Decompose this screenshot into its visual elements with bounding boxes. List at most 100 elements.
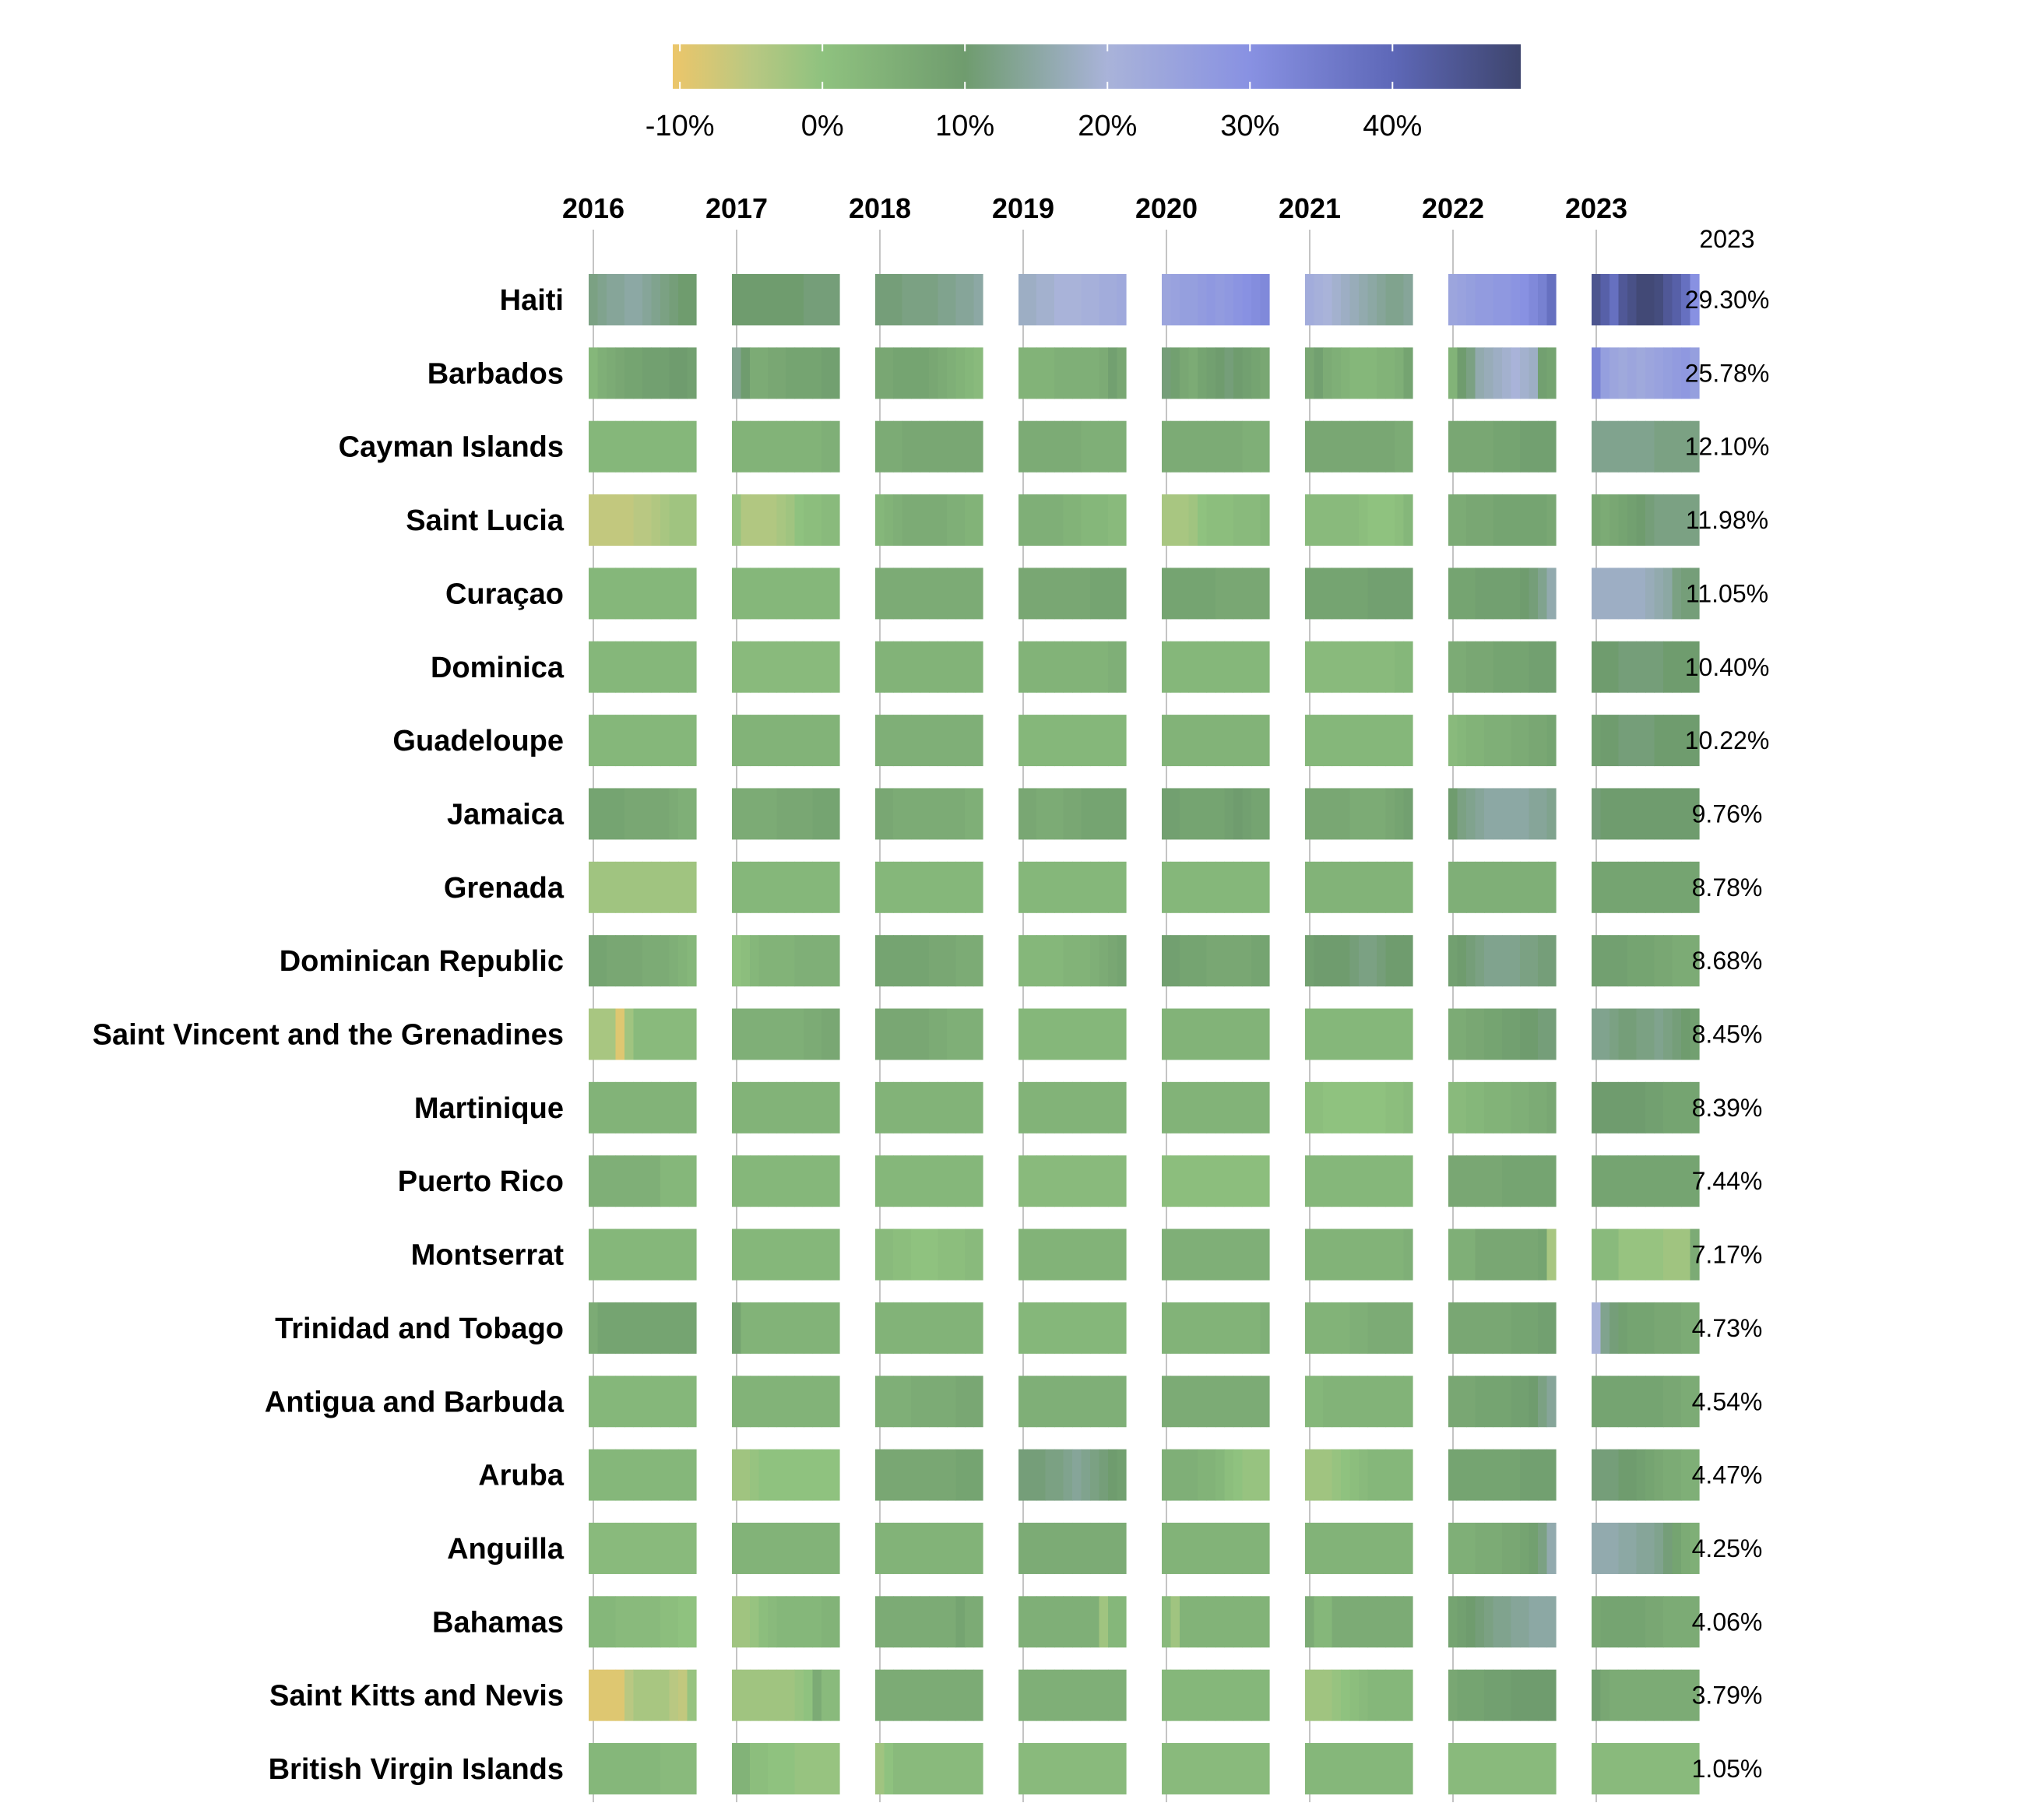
heatmap-cell: [938, 1596, 948, 1648]
heatmap-cell: [1377, 641, 1387, 693]
heatmap-cell: [660, 568, 670, 620]
heatmap-cell: [633, 1522, 643, 1574]
heatmap-cell: [1359, 935, 1369, 987]
heatmap-cell: [1027, 347, 1037, 399]
heatmap-cell: [1081, 1522, 1091, 1574]
heatmap-cell: [1385, 568, 1395, 620]
heatmap-cell: [1627, 494, 1638, 547]
heatmap-cell: [875, 641, 885, 693]
heatmap-cell: [1690, 1081, 1700, 1133]
heatmap-cell: [1188, 641, 1198, 693]
heatmap-cell: [1108, 1302, 1118, 1354]
heatmap-cell: [1654, 1669, 1664, 1721]
heatmap-cell: [1341, 715, 1351, 767]
heatmap-cell: [1188, 1155, 1198, 1207]
heatmap-cell: [786, 641, 796, 693]
heatmap-cell: [1063, 420, 1073, 473]
heatmap-cell: [1323, 715, 1333, 767]
heatmap-cell: [1627, 935, 1638, 987]
heatmap-cell: [624, 1596, 635, 1648]
heatmap-cell: [687, 1228, 697, 1281]
heatmap-cell: [1385, 1449, 1395, 1501]
heatmap-cell: [1072, 1081, 1082, 1133]
value-label: 7.44%: [1692, 1167, 1763, 1195]
heatmap-cell: [1305, 641, 1315, 693]
heatmap-cell: [1063, 715, 1073, 767]
heatmap-cell: [1063, 1081, 1073, 1133]
heatmap-cell: [1511, 1596, 1521, 1648]
heatmap-cell: [651, 1302, 661, 1354]
heatmap-cell: [929, 788, 939, 840]
heatmap-cell: [1448, 715, 1458, 767]
heatmap-cell: [1681, 347, 1691, 399]
heatmap-cell: [1063, 494, 1073, 547]
heatmap-cell: [1349, 1743, 1360, 1794]
heatmap-cell: [1341, 935, 1351, 987]
heatmap-cell: [920, 274, 930, 325]
value-label: 29.30%: [1685, 286, 1770, 314]
heatmap-cell: [776, 1008, 786, 1060]
heatmap-cell: [1618, 1228, 1628, 1281]
heatmap-cell: [1251, 1376, 1261, 1428]
heatmap-cell: [893, 1228, 903, 1281]
heatmap-cell: [1099, 861, 1109, 913]
heatmap-cell: [794, 1155, 804, 1207]
heatmap-cell: [1018, 1743, 1029, 1794]
heatmap-cell: [1645, 788, 1655, 840]
heatmap-cell: [1349, 274, 1360, 325]
heatmap-cell: [1529, 861, 1539, 913]
heatmap-cell: [947, 1302, 957, 1354]
heatmap-cell: [893, 1008, 903, 1060]
heatmap-cell: [1323, 1522, 1333, 1574]
heatmap-cell: [678, 788, 688, 840]
heatmap-cell: [1233, 935, 1244, 987]
heatmap-cell: [1117, 1008, 1127, 1060]
heatmap-cell: [830, 641, 840, 693]
heatmap-cell: [1045, 1376, 1055, 1428]
heatmap-cell: [1314, 568, 1324, 620]
heatmap-cell: [1520, 1155, 1530, 1207]
heatmap-cell: [607, 347, 617, 399]
heatmap-cell: [687, 861, 697, 913]
heatmap-cell: [1054, 1596, 1064, 1648]
heatmap-cell: [965, 420, 975, 473]
heatmap-cell: [1332, 861, 1342, 913]
heatmap-cell: [893, 1155, 903, 1207]
heatmap-cell: [911, 861, 921, 913]
heatmap-cell: [1529, 568, 1539, 620]
heatmap-cell: [786, 1081, 796, 1133]
heatmap-cell: [1108, 347, 1118, 399]
heatmap-cell: [1367, 420, 1377, 473]
heatmap-cell: [597, 1522, 607, 1574]
heatmap-cell: [1323, 420, 1333, 473]
heatmap-cell: [732, 274, 742, 325]
heatmap-cell: [1341, 1449, 1351, 1501]
heatmap-cell: [1206, 1302, 1216, 1354]
heatmap-cell: [1466, 935, 1476, 987]
heatmap-cell: [678, 1302, 688, 1354]
heatmap-cell: [1108, 1522, 1118, 1574]
heatmap-cell: [1251, 715, 1261, 767]
heatmap-cell: [1081, 641, 1091, 693]
heatmap-cell: [938, 1155, 948, 1207]
heatmap-cell: [732, 641, 742, 693]
heatmap-cell: [1493, 1228, 1503, 1281]
heatmap-cell: [1162, 935, 1172, 987]
heatmap-cell: [911, 347, 921, 399]
heatmap-cell: [812, 1302, 822, 1354]
heatmap-cell: [1251, 788, 1261, 840]
heatmap-cell: [1036, 1522, 1047, 1574]
heatmap-cell: [875, 568, 885, 620]
heatmap-cell: [947, 1596, 957, 1648]
heatmap-cell: [884, 347, 894, 399]
heatmap-cell: [893, 568, 903, 620]
heatmap-cell: [1332, 1449, 1342, 1501]
heatmap-cell: [1448, 1008, 1458, 1060]
heatmap-cell: [607, 1669, 617, 1721]
heatmap-cell: [1520, 274, 1530, 325]
heatmap-cell: [1260, 935, 1270, 987]
heatmap-row: [589, 1449, 1700, 1501]
heatmap-cell: [589, 347, 599, 399]
heatmap-cell: [1054, 715, 1064, 767]
heatmap-cell: [1314, 1302, 1324, 1354]
